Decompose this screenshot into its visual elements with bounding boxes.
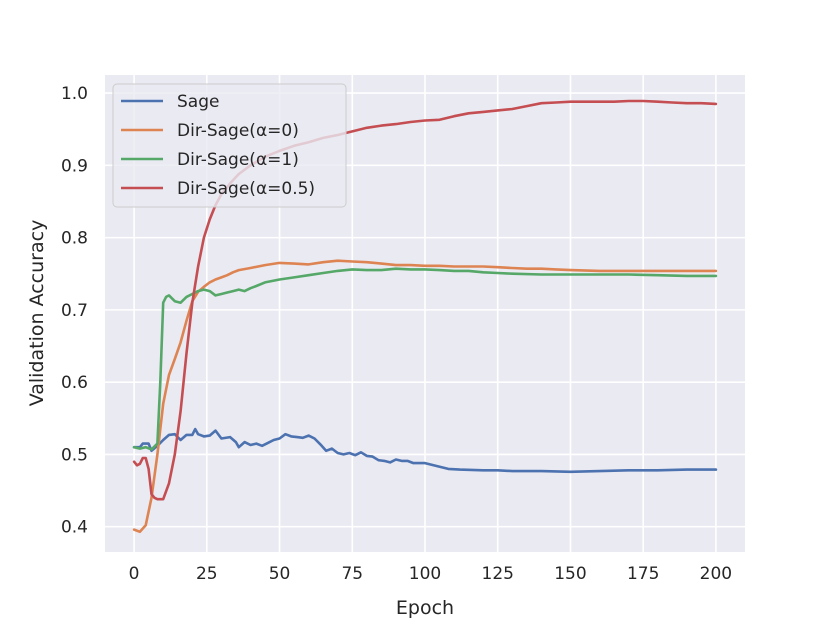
x-tick-label: 75 (341, 564, 363, 584)
y-tick-label: 0.6 (61, 373, 88, 393)
x-tick-labels: 0 25 50 75 100 125 150 175 200 (129, 564, 732, 584)
series-lines (132, 99, 718, 534)
y-tick-label: 0.8 (61, 229, 88, 249)
series-line-1 (132, 427, 718, 474)
x-tick-label: 150 (554, 564, 586, 584)
legend-label-2: Dir-Sage(α=0) (177, 121, 299, 141)
y-axis-label: Validation Accuracy (26, 220, 48, 407)
y-tick-label: 1.0 (61, 84, 88, 104)
y-tick-labels: 0.4 0.5 0.6 0.7 0.8 0.9 1.0 (61, 84, 88, 538)
series-line-2 (132, 259, 718, 534)
legend-label-1: Sage (177, 92, 219, 112)
x-tick-label: 175 (627, 564, 659, 584)
x-tick-label: 125 (482, 564, 514, 584)
legend-label-4: Dir-Sage(α=0.5) (177, 179, 315, 199)
x-tick-label: 0 (129, 564, 140, 584)
x-axis-label: Epoch (396, 597, 454, 619)
y-tick-label: 0.9 (61, 156, 88, 176)
x-tick-label: 100 (409, 564, 441, 584)
series-line-3 (132, 267, 718, 451)
legend-box (112, 83, 347, 208)
x-tick-label: 50 (269, 564, 291, 584)
y-tick-label: 0.7 (61, 301, 88, 321)
legend-label-3: Dir-Sage(α=1) (177, 150, 299, 170)
y-tick-label: 0.5 (61, 445, 88, 465)
x-tick-label: 25 (196, 564, 218, 584)
legend: Sage Dir-Sage(α=0) Dir-Sage(α=1) Dir-Sage(α… (112, 83, 347, 208)
x-tick-label: 200 (700, 564, 732, 584)
y-tick-label: 0.4 (61, 518, 88, 538)
